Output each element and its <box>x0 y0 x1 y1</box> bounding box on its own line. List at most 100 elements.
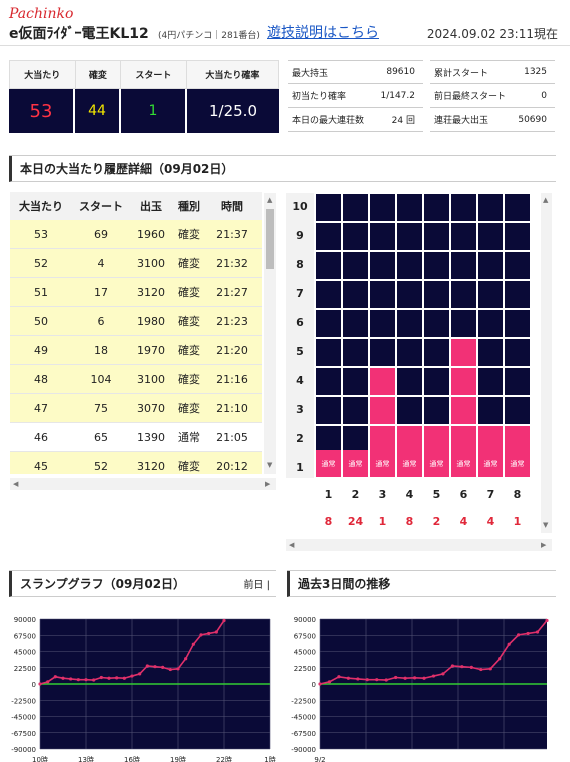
y-tick-label: -67500 <box>291 730 316 738</box>
slump-title: スランプグラフ（09月02日） 前日 | <box>9 571 276 597</box>
grid-cell <box>343 368 368 395</box>
payout: 1390 <box>137 430 165 444</box>
scroll-right-icon[interactable]: ▶ <box>265 480 271 488</box>
summary-hits-value: 53 <box>9 89 75 133</box>
grid-x-label: 1 <box>324 488 333 501</box>
grid-x-label: 2 <box>351 488 360 501</box>
grid-bottom-label: 通常 <box>370 450 395 477</box>
info-label: 初当たり確率 <box>292 92 347 102</box>
y-tick-label: 22500 <box>14 665 36 673</box>
summary-header-hits: 大当たり <box>10 61 76 88</box>
grid-cell <box>316 194 341 221</box>
grid-vertical-scrollbar[interactable]: ▲ ▼ <box>541 193 552 533</box>
prev-day-link[interactable]: 前日 | <box>243 580 270 591</box>
data-point <box>384 678 388 682</box>
info-table-left: 最大持玉 89610 初当たり確率 1/147.2 本日の最大連荘数 24 回 <box>288 60 423 132</box>
info-label: 本日の最大連荘数 <box>292 116 365 126</box>
grid-cell <box>424 397 449 424</box>
grid-cell <box>343 310 368 337</box>
trend-title: 過去3日間の推移 <box>287 571 556 597</box>
grid-cell <box>397 252 422 279</box>
guide-link[interactable]: 遊技説明はこちら <box>267 25 379 41</box>
data-point <box>526 631 530 636</box>
grid-cell <box>397 426 422 453</box>
history-title-text: 本日の大当たり履歴詳細（09月02日） <box>20 162 234 176</box>
grid-cell <box>451 194 476 221</box>
summary-probability-value: 1/25.0 <box>187 89 279 133</box>
y-tick-label: 45000 <box>14 649 36 657</box>
grid-bottom-label: 通常 <box>505 450 530 477</box>
grid-cell <box>397 339 422 366</box>
grid-cell <box>370 252 395 279</box>
hit-time: 21:27 <box>216 285 248 299</box>
grid-cell <box>478 397 503 424</box>
info-value: 24 回 <box>391 116 415 126</box>
scroll-left-icon[interactable]: ◀ <box>13 480 19 488</box>
y-tick-label: 67500 <box>14 632 36 640</box>
y-tick-label: 90000 <box>294 616 316 624</box>
data-point <box>69 677 73 681</box>
prev-day-link-text[interactable]: 前日 <box>243 580 264 591</box>
history-frame <box>9 155 556 156</box>
grid-cell <box>397 310 422 337</box>
x-tick-label: 19時 <box>170 756 186 762</box>
history-row: 49 18 1970 確変 21:20 <box>10 336 262 365</box>
y-tick-label: 90000 <box>14 616 36 624</box>
start-count: 69 <box>94 227 108 241</box>
grid-cell <box>343 339 368 366</box>
scroll-up-icon[interactable]: ▲ <box>267 196 273 204</box>
grid-cell <box>316 310 341 337</box>
grid-cell <box>316 426 341 453</box>
hit-streak-grid: 10 9 8 7 6 5 4 3 2 1 通常 1 8 通常 2 24 通常 3 1 通常 4 8 通常 5 2 通常 6 4 通常 7 4… <box>286 193 552 553</box>
info-row-prev-final-start: 前日最終スタート 0 <box>430 84 555 108</box>
scroll-down-icon[interactable]: ▼ <box>543 521 549 529</box>
grid-cell <box>505 310 530 337</box>
grid-cell <box>343 426 368 453</box>
grid-cell <box>316 281 341 308</box>
scroll-up-icon[interactable]: ▲ <box>543 196 549 204</box>
payout: 1980 <box>137 314 165 328</box>
grid-streak-count: 8 <box>405 515 414 528</box>
data-point <box>517 633 521 637</box>
grid-horizontal-scrollbar[interactable]: ◀ ▶ <box>286 539 552 551</box>
grid-row-label: 6 <box>296 316 304 329</box>
grid-streak-count: 1 <box>513 515 522 528</box>
trend-title-text: 過去3日間の推移 <box>298 577 391 591</box>
grid-bottom-label: 通常 <box>424 450 449 477</box>
start-count: 75 <box>94 401 108 415</box>
history-scroll-thumb[interactable] <box>266 209 274 269</box>
grid-streak-count: 4 <box>486 515 495 528</box>
summary-header-probability: 大当たり確率 <box>205 71 260 81</box>
info-label: 連荘最大出玉 <box>434 116 489 126</box>
y-tick-label: 0 <box>312 681 316 689</box>
grid-cell <box>478 310 503 337</box>
data-point <box>337 675 341 679</box>
payout: 3070 <box>137 401 165 415</box>
y-tick-label: -90000 <box>291 746 316 754</box>
summary-start-value: 1 <box>121 89 187 133</box>
info-row-max-streak: 本日の最大連荘数 24 回 <box>288 108 423 132</box>
data-point <box>441 672 445 676</box>
scroll-down-icon[interactable]: ▼ <box>267 461 273 469</box>
x-tick-label: 13時 <box>78 756 94 762</box>
x-tick-label: 9/2 <box>314 756 325 762</box>
grid-cell <box>505 281 530 308</box>
x-tick-label: 22時 <box>216 756 232 762</box>
y-tick-label: -22500 <box>291 697 316 705</box>
grid-cell <box>478 252 503 279</box>
scroll-left-icon[interactable]: ◀ <box>289 541 295 549</box>
scroll-right-icon[interactable]: ▶ <box>541 541 547 549</box>
data-point <box>176 667 180 671</box>
grid-x-label: 3 <box>378 488 387 501</box>
data-point <box>46 680 50 684</box>
hit-time: 21:23 <box>216 314 248 328</box>
history-vertical-scrollbar[interactable]: ▲ ▼ <box>264 193 276 474</box>
history-horizontal-scrollbar[interactable]: ◀ ▶ <box>10 478 276 490</box>
data-point <box>422 676 426 680</box>
hit-type: 確変 <box>178 373 200 386</box>
info-row-total-start: 累計スタート 1325 <box>430 60 555 84</box>
slump-frame <box>9 570 276 571</box>
history-row: 52 4 3100 確変 21:32 <box>10 249 262 278</box>
grid-cell <box>397 368 422 395</box>
data-point <box>207 631 211 636</box>
